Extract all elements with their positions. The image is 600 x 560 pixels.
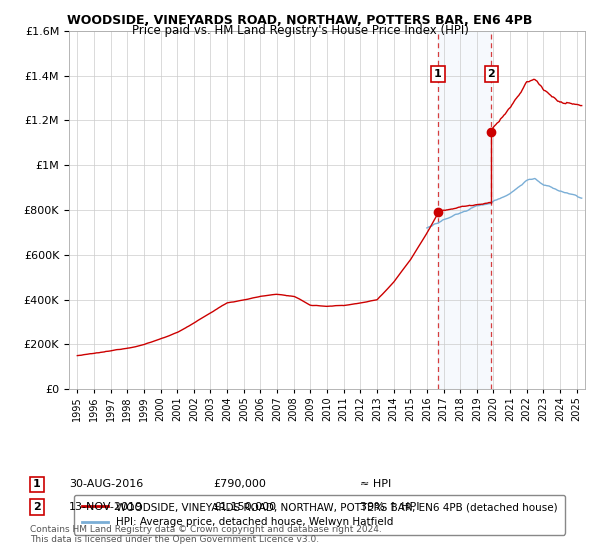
Text: 13-NOV-2019: 13-NOV-2019 xyxy=(69,502,143,512)
Text: 1: 1 xyxy=(434,69,442,79)
Text: £790,000: £790,000 xyxy=(213,479,266,489)
Text: 2: 2 xyxy=(33,502,41,512)
Text: 39% ↑ HPI: 39% ↑ HPI xyxy=(360,502,419,512)
Text: 1: 1 xyxy=(33,479,41,489)
Text: ≈ HPI: ≈ HPI xyxy=(360,479,391,489)
Text: 30-AUG-2016: 30-AUG-2016 xyxy=(69,479,143,489)
Legend: WOODSIDE, VINEYARDS ROAD, NORTHAW, POTTERS BAR, EN6 4PB (detached house), HPI: A: WOODSIDE, VINEYARDS ROAD, NORTHAW, POTTE… xyxy=(74,495,565,535)
Text: This data is licensed under the Open Government Licence v3.0.: This data is licensed under the Open Gov… xyxy=(30,534,319,544)
Text: WOODSIDE, VINEYARDS ROAD, NORTHAW, POTTERS BAR, EN6 4PB: WOODSIDE, VINEYARDS ROAD, NORTHAW, POTTE… xyxy=(67,14,533,27)
Bar xyxy=(438,31,491,389)
Text: £1,150,000: £1,150,000 xyxy=(213,502,276,512)
Text: Price paid vs. HM Land Registry's House Price Index (HPI): Price paid vs. HM Land Registry's House … xyxy=(131,24,469,37)
Text: Contains HM Land Registry data © Crown copyright and database right 2024.: Contains HM Land Registry data © Crown c… xyxy=(30,525,382,534)
Text: 2: 2 xyxy=(487,69,495,79)
